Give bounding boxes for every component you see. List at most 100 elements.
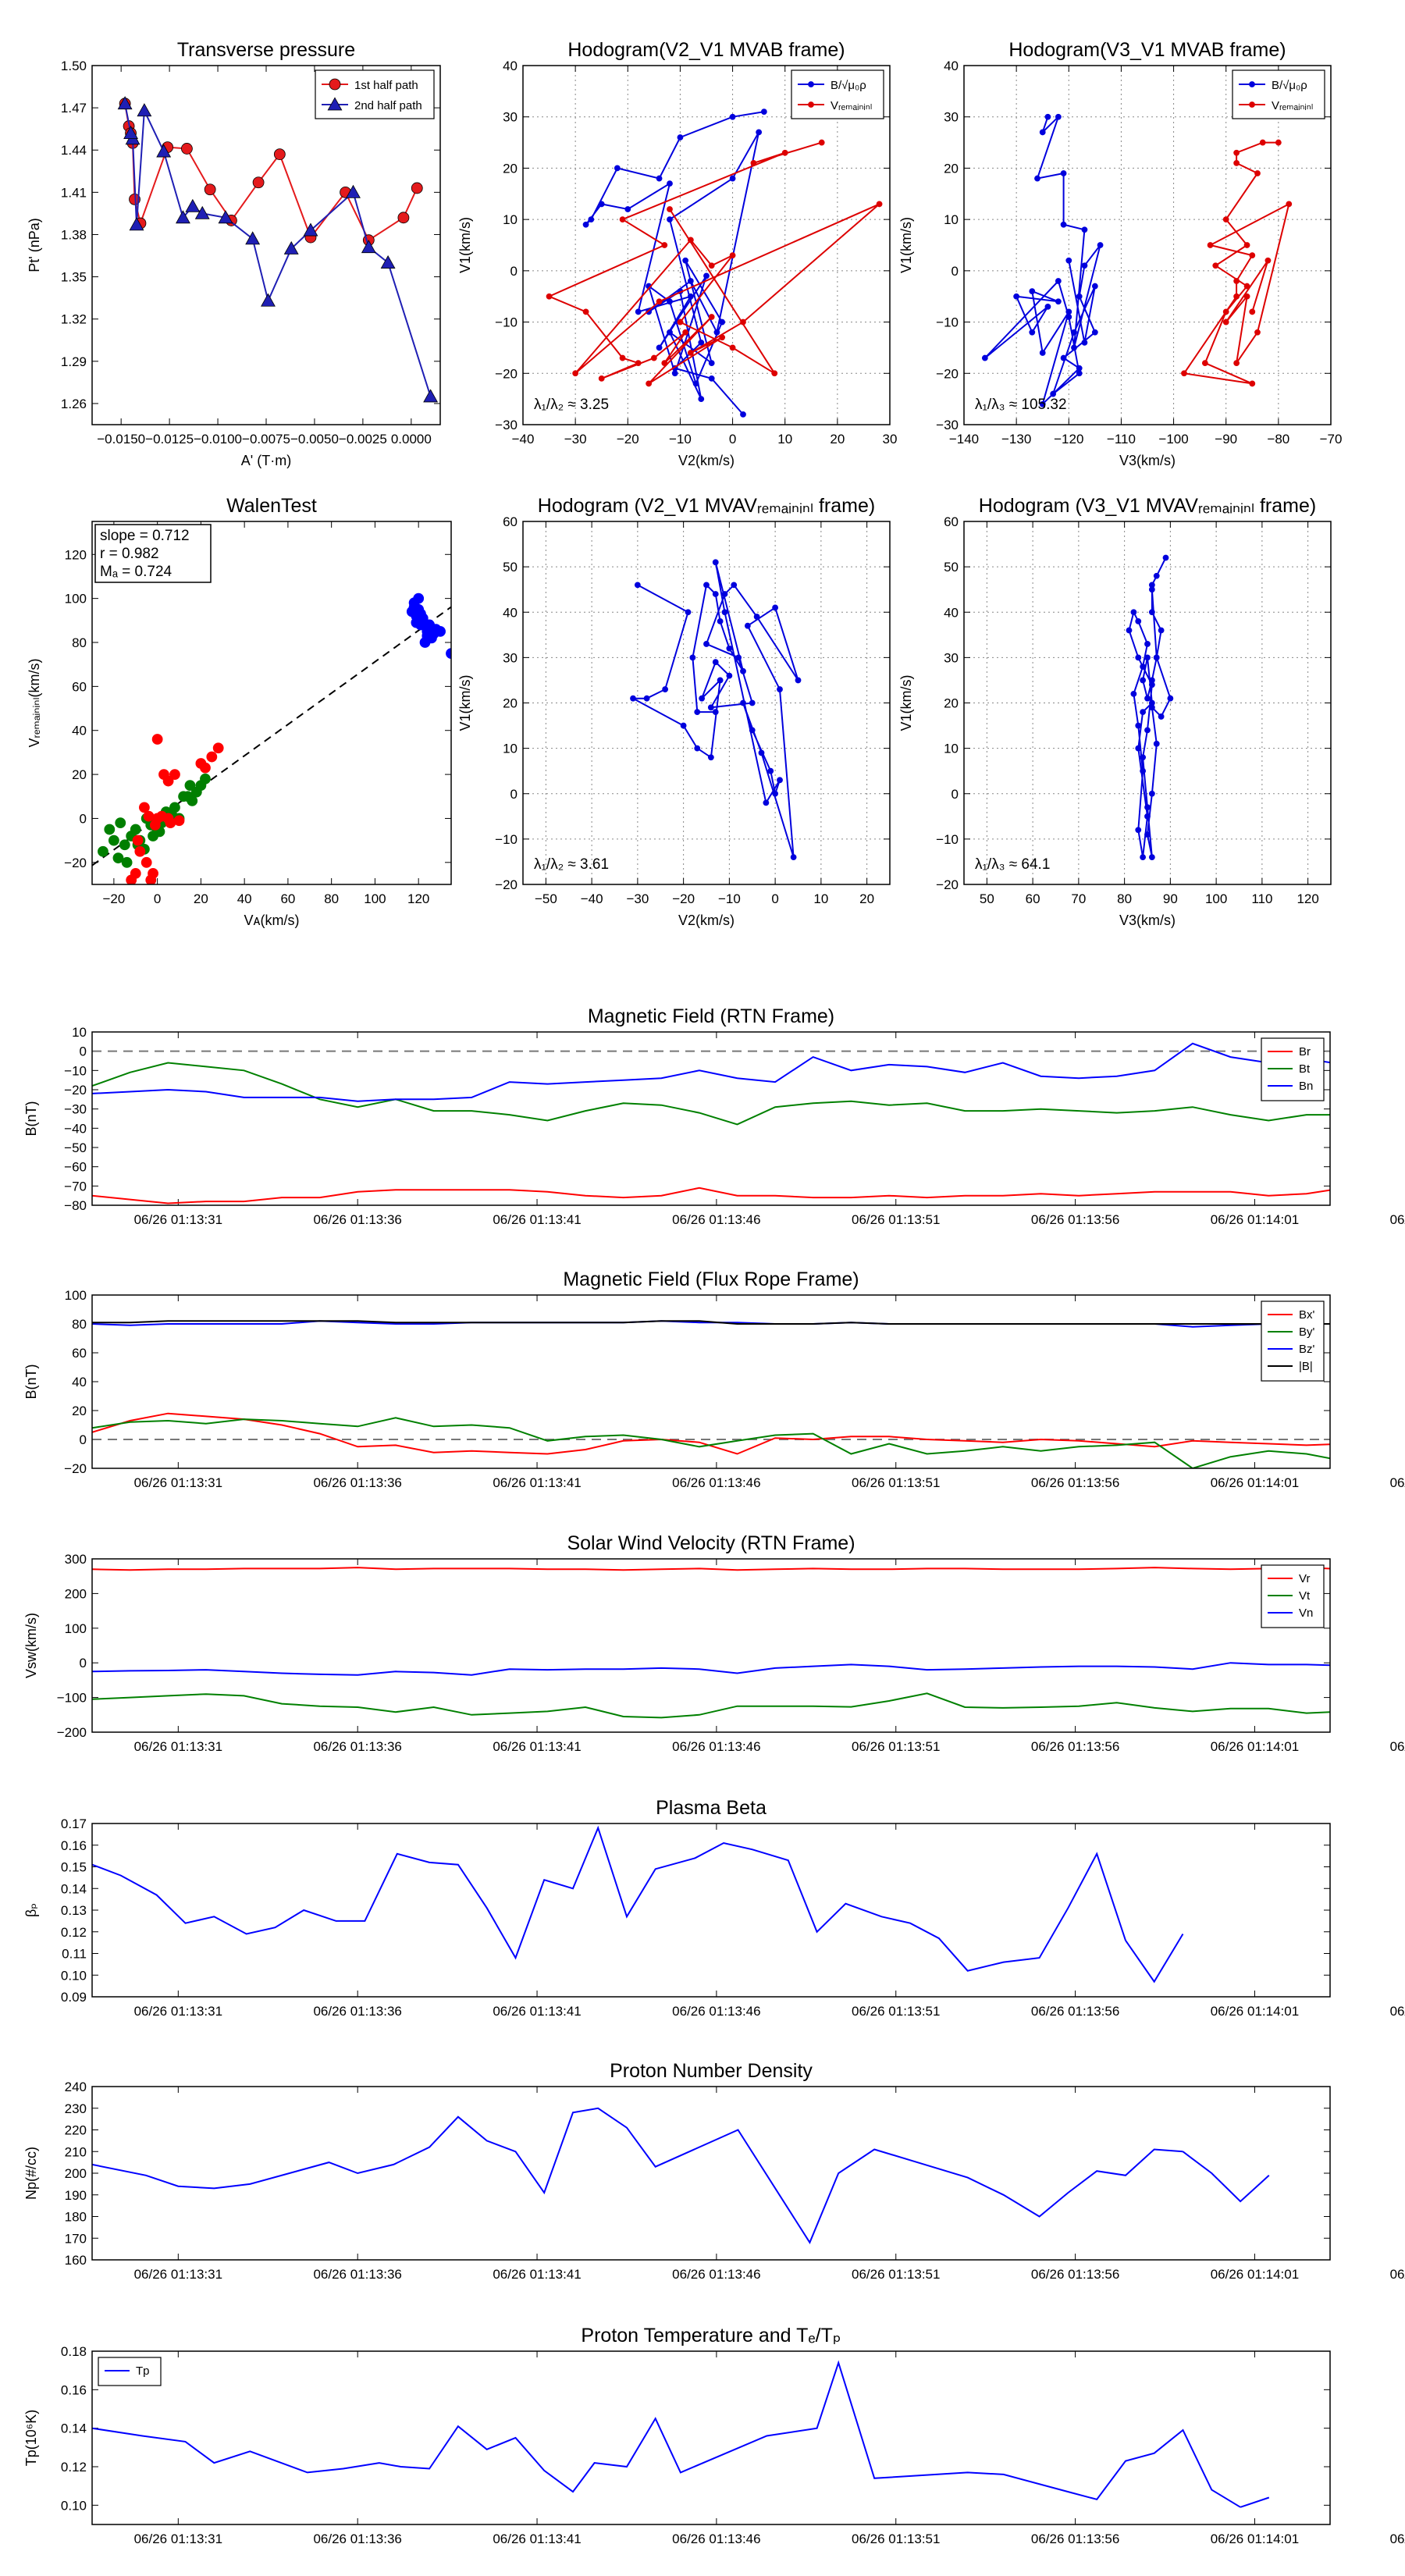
x-tick-label: 50	[980, 891, 994, 906]
data-point	[283, 240, 299, 254]
legend-label: 2nd half path	[354, 99, 422, 112]
y-tick-label: 40	[503, 605, 518, 620]
y-axis-label: B(nT)	[23, 1101, 39, 1137]
data-point	[1243, 242, 1250, 248]
x-tick-label: 06/26 01:13:46	[672, 1212, 760, 1227]
y-tick-label: 300	[65, 1552, 87, 1567]
y-axis-label: Pt' (nPa)	[27, 218, 42, 272]
data-point	[123, 126, 138, 139]
data-point	[1158, 627, 1165, 634]
data-point	[1065, 314, 1072, 320]
data-point	[1140, 677, 1147, 684]
legend-label: B/√μ₀ρ	[831, 79, 866, 92]
plot-area	[92, 1042, 1330, 1204]
x-tick-label: 120	[407, 891, 429, 906]
y-tick-label: 60	[72, 679, 87, 694]
data-point	[635, 308, 642, 315]
data-point	[140, 856, 152, 868]
x-tick-label: 06/26 01:13:56	[1031, 1212, 1119, 1227]
y-tick-label: −10	[495, 832, 518, 847]
data-point	[361, 240, 376, 254]
y-tick-label: 1.29	[61, 354, 87, 369]
data-point	[1286, 201, 1293, 208]
data-point	[129, 217, 144, 231]
y-tick-label: 0.12	[61, 2460, 87, 2475]
x-tick-label: 06/26 01:13:31	[134, 1739, 222, 1754]
data-point	[712, 591, 719, 597]
data-point	[413, 592, 425, 604]
x-tick-label: 06/26 01:14:06	[1390, 2532, 1405, 2546]
x-tick-label: 06/26 01:13:51	[852, 2532, 940, 2546]
plot-area	[92, 592, 451, 884]
x-tick-label: −120	[1054, 432, 1083, 447]
y-tick-label: 0	[80, 1656, 87, 1670]
data-point	[687, 278, 694, 284]
data-point	[1065, 308, 1072, 315]
data-point	[151, 734, 163, 745]
data-point	[729, 113, 736, 120]
data-point	[1148, 681, 1155, 688]
data-point	[1264, 257, 1272, 264]
x-tick-label: 60	[280, 891, 295, 906]
y-tick-label: 30	[503, 650, 518, 665]
y-tick-label: 0	[510, 787, 518, 802]
y-tick-label: 20	[944, 696, 959, 711]
x-tick-label: 06/26 01:13:41	[493, 1739, 581, 1754]
data-point	[423, 389, 439, 403]
legend-marker	[808, 81, 814, 87]
data-point	[713, 329, 720, 336]
plot-border	[522, 65, 891, 425]
chart-transverse: −0.0150 −0.0125 −0.0100 −0.0075 −0.0050 −0.00…	[27, 39, 441, 468]
data-point	[777, 686, 783, 692]
y-tick-label: −30	[64, 1102, 87, 1117]
x-axis-label: V3(km/s)	[1119, 453, 1176, 468]
data-point	[1039, 350, 1046, 356]
data-point	[1181, 370, 1187, 377]
series-1st-half-path-line	[124, 103, 418, 242]
x-axis-label: V3(km/s)	[1119, 913, 1176, 928]
x-tick-label: −0.0075	[242, 432, 290, 447]
data-point	[415, 608, 426, 620]
plot-border	[522, 521, 891, 885]
x-tick-label: 06/26 01:13:36	[313, 1739, 401, 1754]
plot-border	[91, 1031, 1331, 1206]
y-tick-label: 0	[80, 1432, 87, 1447]
chart-title: Proton Number Density	[610, 2060, 813, 2082]
y-axis-label: Vsw(km/s)	[23, 1613, 39, 1678]
plot-area	[92, 2360, 1270, 2508]
y-tick-label: 160	[65, 2253, 87, 2268]
data-point	[1233, 293, 1240, 300]
y-tick-label: 100	[65, 1288, 87, 1303]
data-point	[699, 695, 706, 702]
x-tick-label: 06/26 01:13:41	[493, 2267, 581, 2282]
data-point	[682, 329, 689, 336]
y-axis-label: Vᵣₑₘₐᵢₙᵢₙₗ(km/s)	[27, 659, 42, 748]
y-tick-label: −100	[57, 1691, 87, 1706]
y-tick-label: 10	[944, 742, 959, 756]
y-tick-label: 40	[944, 59, 959, 73]
legend-label: Bz'	[1299, 1343, 1315, 1356]
y-tick-label: 1.32	[61, 312, 87, 327]
data-point	[687, 293, 694, 300]
data-point	[411, 182, 423, 194]
y-tick-label: 0.16	[61, 1838, 87, 1853]
data-point	[1029, 329, 1036, 336]
data-point	[1144, 727, 1151, 734]
x-tick-label: 06/26 01:14:06	[1390, 1212, 1405, 1227]
x-tick-label: 20	[194, 891, 208, 906]
data-point	[1060, 170, 1067, 176]
x-tick-label: 06/26 01:14:01	[1211, 2004, 1299, 2019]
legend-label: Bx'	[1299, 1308, 1315, 1322]
data-point	[719, 318, 726, 326]
data-point	[750, 159, 757, 166]
y-tick-label: 0.14	[61, 2421, 87, 2436]
x-tick-label: −80	[1267, 432, 1289, 447]
data-point	[156, 144, 172, 158]
data-point	[380, 254, 396, 269]
stats-line: slope = 0.712	[100, 528, 190, 544]
plot-border	[91, 1823, 1331, 1998]
y-tick-label: 0.09	[61, 1990, 87, 2005]
ratio-annotation: λ₁/λ₂ ≈ 3.61	[534, 856, 609, 873]
data-point	[1135, 745, 1142, 752]
